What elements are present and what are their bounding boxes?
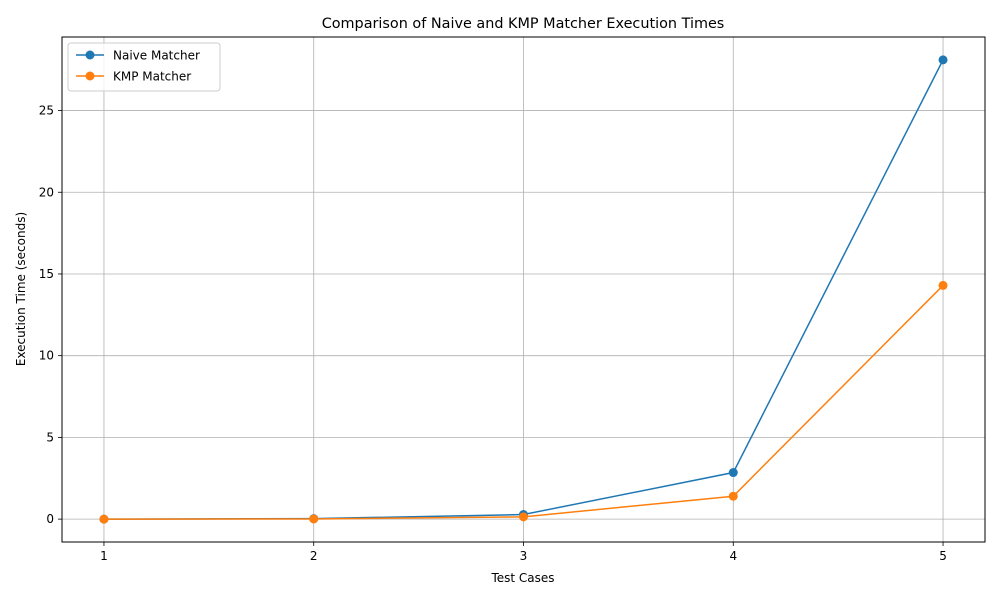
y-tick-label: 5 — [46, 430, 54, 444]
grid-lines — [62, 37, 985, 542]
y-axis-label: Execution Time (seconds) — [14, 212, 28, 366]
plot-series — [99, 55, 948, 524]
y-tick-label: 15 — [39, 267, 54, 281]
kmp-matcher-point — [99, 514, 109, 524]
x-tick-label: 3 — [520, 549, 528, 563]
x-tick-label: 2 — [310, 549, 318, 563]
y-tick-label: 0 — [46, 512, 54, 526]
y-tick-label: 25 — [39, 104, 54, 118]
x-tick-label: 1 — [100, 549, 108, 563]
y-tick-label: 20 — [39, 185, 54, 199]
kmp-matcher-point — [519, 512, 528, 522]
kmp-matcher-point — [938, 280, 948, 290]
chart-title: Comparison of Naive and KMP Matcher Exec… — [322, 16, 725, 32]
x-axis-label: Test Cases — [490, 571, 554, 585]
legend-kmp-matcher-marker — [85, 71, 95, 81]
axis-ticks: 1 2 3 4 5 0 5 10 15 20 25 — [39, 104, 947, 563]
legend-kmp-matcher-label: KMP Matcher — [113, 70, 191, 84]
legend-box — [67, 42, 221, 92]
y-tick-label: 10 — [39, 349, 54, 363]
naive-matcher-point — [938, 55, 948, 65]
kmp-matcher-point — [309, 514, 319, 524]
kmp-matcher-point — [728, 491, 738, 501]
legend-naive-matcher-label: Naive Matcher — [113, 49, 200, 63]
x-tick-label: 5 — [939, 549, 947, 563]
legend-naive-matcher-marker — [85, 50, 95, 60]
legend: Naive Matcher KMP Matcher — [67, 42, 221, 92]
x-tick-label: 4 — [729, 549, 737, 563]
naive-matcher-point — [728, 468, 738, 478]
